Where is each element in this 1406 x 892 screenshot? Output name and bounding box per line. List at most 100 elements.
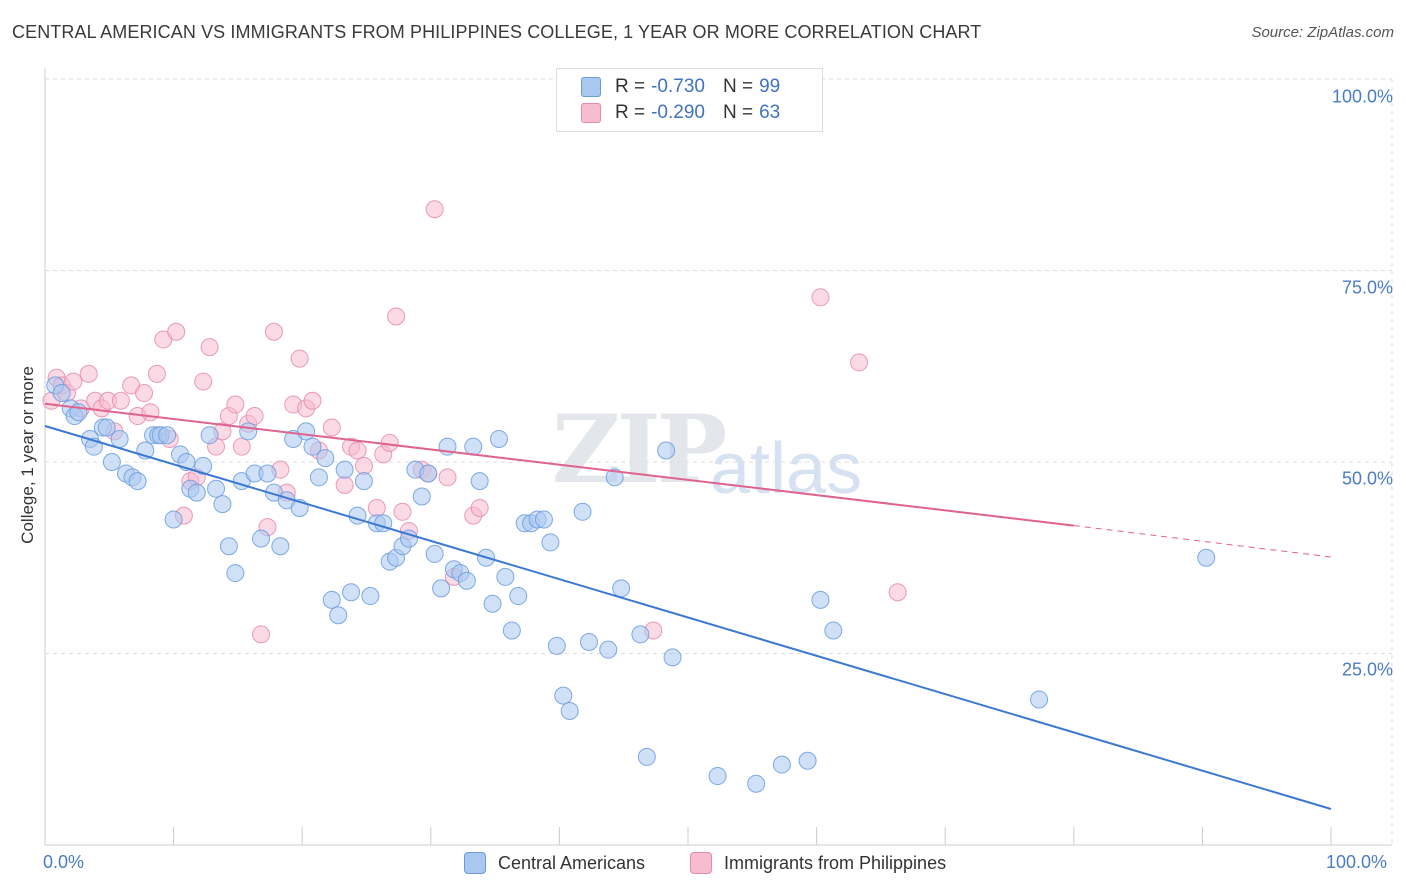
point-central-american <box>747 774 766 793</box>
point-philippines <box>380 433 399 452</box>
watermark-zip: ZIP <box>552 395 727 505</box>
point-central-american <box>412 487 431 506</box>
point-central-american <box>361 587 380 606</box>
point-central-american <box>599 640 618 659</box>
point-philippines <box>135 384 154 403</box>
point-central-american <box>297 422 316 441</box>
r-value: -0.730 <box>651 76 705 97</box>
point-central-american <box>1030 690 1049 709</box>
point-central-american <box>772 755 791 774</box>
point-philippines <box>354 456 373 475</box>
source-label: Source: ZipAtlas.com <box>1251 24 1394 41</box>
legend-swatch-pink <box>581 103 601 123</box>
point-philippines <box>111 391 130 410</box>
r-label: R = <box>615 76 646 97</box>
point-philippines <box>850 353 869 372</box>
correlation-legend: R = -0.730 N = 99 R = -0.290 N = 63 <box>556 68 823 132</box>
point-philippines <box>245 407 264 426</box>
point-central-american <box>354 472 373 491</box>
point-central-american <box>97 418 116 437</box>
y-tick-label: 100.0% <box>1331 86 1393 107</box>
point-philippines <box>387 307 406 326</box>
point-philippines <box>438 468 457 487</box>
point-central-american <box>489 430 508 449</box>
point-central-american <box>457 571 476 590</box>
r-label: R = <box>615 102 646 123</box>
point-philippines <box>290 349 309 368</box>
point-philippines <box>64 372 83 391</box>
point-central-american <box>194 456 213 475</box>
point-central-american <box>502 621 521 640</box>
point-central-american <box>483 594 502 613</box>
point-central-american <box>239 422 258 441</box>
point-central-american <box>258 464 277 483</box>
bottom-legend-philippines: Immigrants from Philippines <box>690 852 946 874</box>
point-central-american <box>425 544 444 563</box>
point-central-american <box>252 529 271 548</box>
point-central-american <box>811 590 830 609</box>
point-philippines <box>252 625 271 644</box>
point-central-american <box>824 621 843 640</box>
point-philippines <box>194 372 213 391</box>
point-central-american <box>226 564 245 583</box>
point-central-american <box>1197 548 1216 567</box>
point-philippines <box>367 498 386 517</box>
point-central-american <box>316 449 335 468</box>
point-central-american <box>464 437 483 456</box>
point-central-american <box>110 430 129 449</box>
point-central-american <box>128 472 147 491</box>
point-philippines <box>141 403 160 422</box>
point-philippines <box>226 395 245 414</box>
point-philippines <box>322 418 341 437</box>
point-central-american <box>541 533 560 552</box>
point-central-american <box>335 460 354 479</box>
point-central-american <box>637 747 656 766</box>
point-philippines <box>811 288 830 307</box>
trend-line-central-americans <box>44 425 1332 810</box>
point-philippines <box>335 475 354 494</box>
point-central-american <box>102 453 121 471</box>
point-central-american <box>663 648 682 667</box>
r-value: -0.290 <box>651 102 705 123</box>
point-central-american <box>547 636 566 655</box>
point-central-american <box>554 686 573 705</box>
point-central-american <box>200 426 219 445</box>
point-central-american <box>419 464 438 483</box>
n-value: 99 <box>759 76 781 97</box>
y-tick-label: 50.0% <box>1341 468 1393 489</box>
n-label: N = <box>722 76 754 97</box>
x-tick-label-min: 0.0% <box>43 852 85 872</box>
point-philippines <box>888 583 907 602</box>
n-label: N = <box>722 102 754 123</box>
point-philippines <box>348 441 367 460</box>
point-central-american <box>303 437 322 456</box>
point-philippines <box>425 200 444 219</box>
point-central-american <box>560 701 579 720</box>
legend-row-philippines: R = -0.290 N = 63 <box>581 101 780 125</box>
point-central-american <box>612 579 631 598</box>
legend-swatch-blue <box>464 852 486 874</box>
point-central-american <box>271 537 290 556</box>
point-central-american <box>207 479 226 498</box>
point-philippines <box>147 364 166 383</box>
point-central-american <box>798 751 817 770</box>
point-central-american <box>605 468 624 487</box>
point-central-american <box>573 502 592 521</box>
point-central-american <box>631 625 650 644</box>
point-central-american <box>657 441 676 460</box>
point-philippines <box>232 437 251 456</box>
x-tick-label-max: 100.0% <box>1326 852 1388 872</box>
legend-row-central-americans: R = -0.730 N = 99 <box>581 75 780 99</box>
point-central-american <box>432 579 451 598</box>
y-tick-label: 75.0% <box>1341 277 1393 298</box>
point-central-american <box>52 384 71 403</box>
point-philippines <box>200 338 219 357</box>
point-philippines <box>167 322 186 341</box>
point-central-american <box>164 510 183 529</box>
n-value: 63 <box>759 102 781 123</box>
point-central-american <box>534 510 553 529</box>
point-central-american <box>509 587 528 606</box>
legend-swatch-pink <box>690 852 712 874</box>
chart-title: CENTRAL AMERICAN VS IMMIGRANTS FROM PHIL… <box>12 22 982 42</box>
